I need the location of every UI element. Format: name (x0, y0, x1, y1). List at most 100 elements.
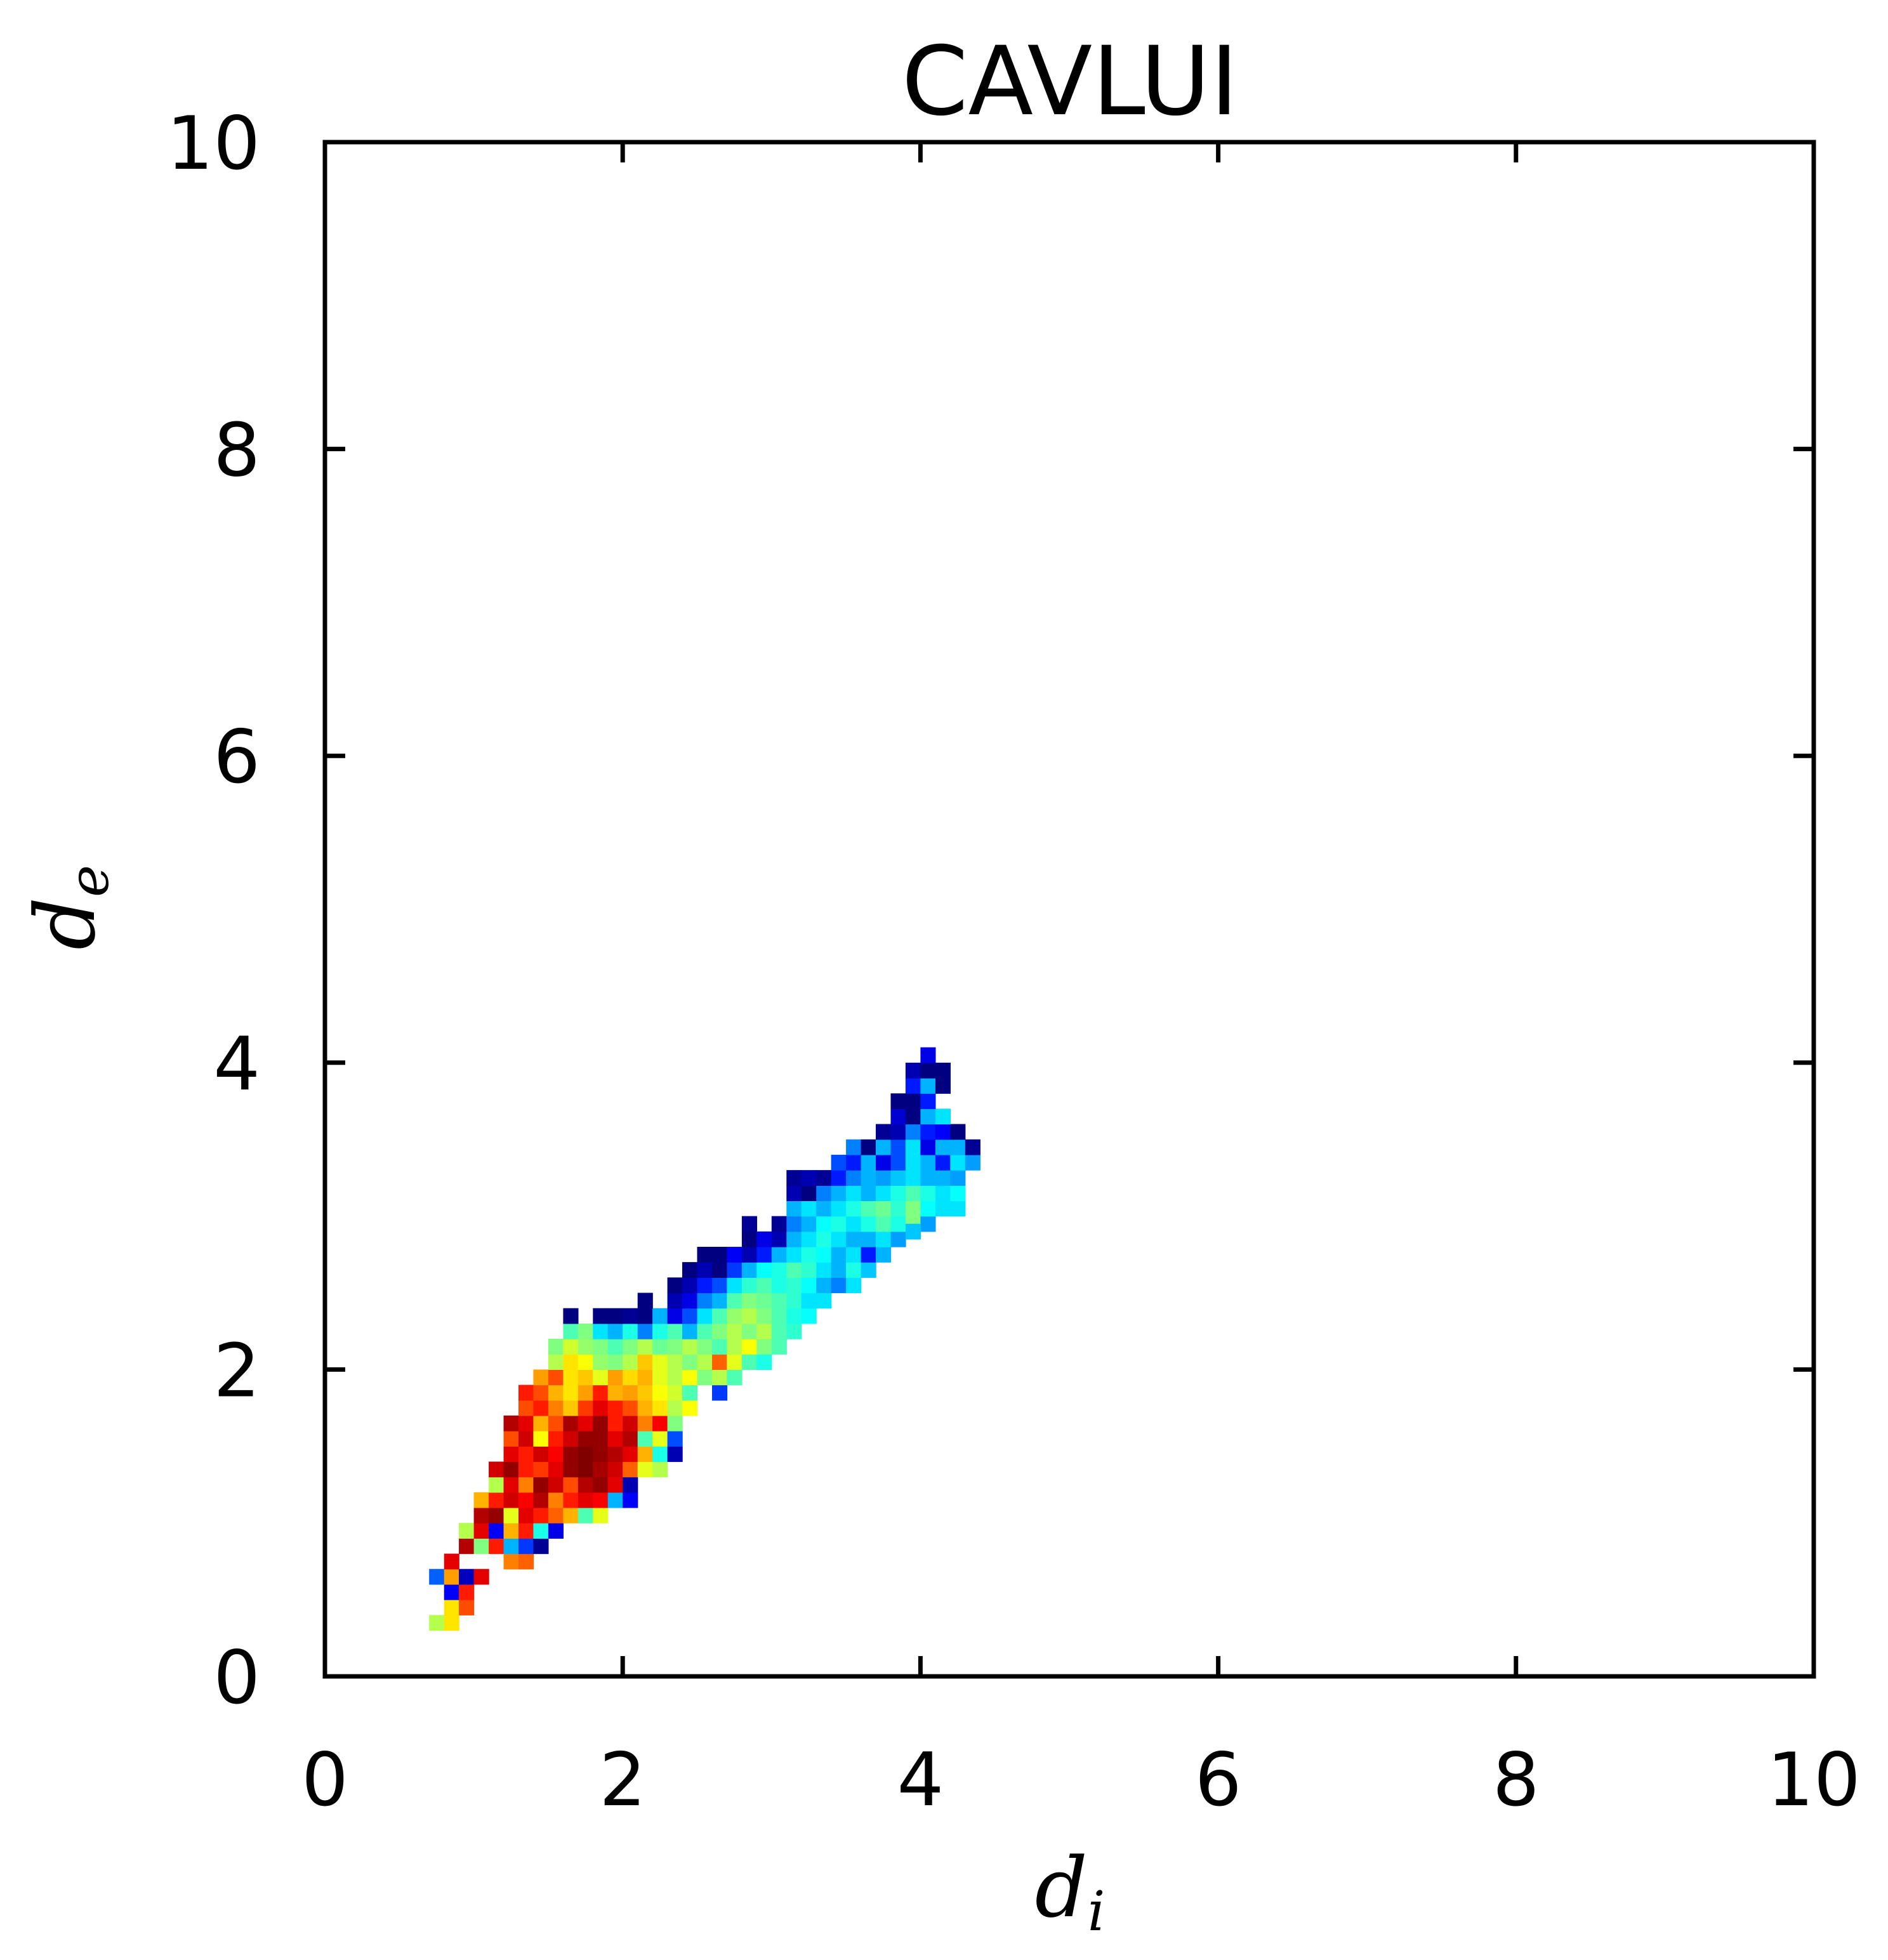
heatmap-cell (801, 1231, 817, 1247)
heatmap-cell (756, 1354, 772, 1370)
heatmap-cell (548, 1461, 564, 1478)
heatmap-cell (503, 1553, 519, 1570)
heatmap-cell (801, 1247, 817, 1263)
heatmap-cell (712, 1354, 728, 1370)
heatmap-cell (682, 1292, 698, 1309)
heatmap-cell (905, 1078, 921, 1094)
heatmap-cell (459, 1569, 475, 1585)
heatmap-cell (637, 1400, 653, 1416)
heatmap-cell (489, 1523, 505, 1539)
heatmap-cell (607, 1400, 623, 1416)
heatmap-cell (771, 1247, 787, 1263)
heatmap-cell (563, 1446, 579, 1463)
heatmap-cell (518, 1508, 534, 1523)
heatmap-cell (756, 1292, 772, 1309)
heatmap-cell (667, 1431, 683, 1447)
heatmap-cell (801, 1200, 817, 1217)
heatmap-cell (503, 1538, 519, 1555)
heatmap-cell (846, 1139, 862, 1155)
heatmap-cell (637, 1461, 653, 1478)
heatmap-cell (623, 1339, 638, 1355)
heatmap-cell (607, 1384, 623, 1401)
heatmap-cell (667, 1308, 683, 1324)
heatmap-cell (623, 1400, 638, 1416)
heatmap-cell (816, 1292, 832, 1309)
heatmap-cell (876, 1216, 892, 1232)
heatmap-cell (563, 1354, 579, 1370)
heatmap-cell (623, 1477, 638, 1493)
heatmap-cell (771, 1231, 787, 1247)
heatmap-cell (741, 1308, 757, 1324)
heatmap-cell (652, 1354, 668, 1370)
heatmap-cell (682, 1323, 698, 1339)
heatmap-cell (771, 1323, 787, 1339)
heatmap-cell (756, 1339, 772, 1355)
heatmap-cell (459, 1538, 475, 1555)
heatmap-cell (563, 1308, 579, 1324)
heatmap-cell (503, 1508, 519, 1523)
x-axis-label-main: d (1035, 1839, 1088, 1936)
heatmap-cell (741, 1231, 757, 1247)
heatmap-cell (771, 1292, 787, 1309)
heatmap-cell (578, 1339, 593, 1355)
heatmap-cell (846, 1216, 862, 1232)
heatmap-cell (637, 1308, 653, 1324)
heatmap-cell (920, 1139, 936, 1155)
heatmap-cell (533, 1369, 549, 1386)
heatmap-cell (920, 1062, 936, 1079)
heatmap-cell (637, 1339, 653, 1355)
heatmap-cell (637, 1292, 653, 1309)
heatmap-cell (489, 1538, 505, 1555)
heatmap-cell (444, 1600, 459, 1615)
heatmap-cell (741, 1292, 757, 1309)
heatmap-cell (905, 1223, 921, 1240)
heatmap-cell (503, 1431, 519, 1447)
heatmap-cell (548, 1431, 564, 1447)
heatmap-cell (593, 1446, 609, 1463)
heatmap-cell (563, 1384, 579, 1401)
heatmap-cell (518, 1415, 534, 1431)
heatmap-cell (667, 1415, 683, 1431)
x-tick-label: 10 (1767, 1737, 1861, 1823)
heatmap-cell (578, 1354, 593, 1370)
heatmap-cell (697, 1277, 713, 1294)
heatmap-cell (786, 1231, 802, 1247)
heatmap-cell (920, 1170, 936, 1186)
heatmap-cell (503, 1492, 519, 1508)
heatmap-cell (607, 1323, 623, 1339)
heatmap-cell (816, 1262, 832, 1278)
heatmap-cell (727, 1292, 743, 1309)
heatmap-cell (861, 1185, 876, 1201)
heatmap-cell (935, 1200, 951, 1217)
heatmap-cell (637, 1415, 653, 1431)
heatmap-cell (727, 1369, 743, 1386)
heatmap-cell (563, 1400, 579, 1416)
heatmap-cell (950, 1139, 966, 1155)
heatmap-cell (473, 1492, 489, 1508)
heatmap-cell (786, 1247, 802, 1263)
heatmap-cell (861, 1231, 876, 1247)
heatmap-cell (935, 1078, 951, 1094)
heatmap-cell (563, 1415, 579, 1431)
heatmap-cell (667, 1323, 683, 1339)
heatmap-cell (459, 1523, 475, 1539)
heatmap-cell (473, 1538, 489, 1555)
heatmap-cell (876, 1185, 892, 1201)
heatmap-cell (697, 1369, 713, 1386)
heatmap-cell (607, 1461, 623, 1478)
heatmap-cell (667, 1277, 683, 1294)
heatmap-cell (861, 1247, 876, 1263)
heatmap-cell (816, 1216, 832, 1232)
heatmap-cell (607, 1354, 623, 1370)
heatmap-cell (786, 1200, 802, 1217)
heatmap-cell (607, 1446, 623, 1463)
heatmap-cell (652, 1308, 668, 1324)
heatmap-cell (623, 1431, 638, 1447)
heatmap-cell (756, 1262, 772, 1278)
heatmap-cell (712, 1247, 728, 1263)
heatmap-cell (890, 1216, 906, 1232)
heatmap-cell (548, 1492, 564, 1508)
heatmap-cell (741, 1216, 757, 1232)
heatmap-cell (697, 1308, 713, 1324)
heatmap-cell (578, 1369, 593, 1386)
